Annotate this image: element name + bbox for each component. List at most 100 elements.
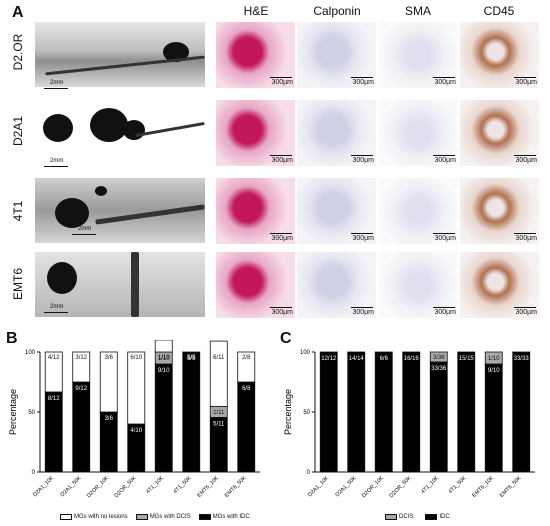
row-label-d2a1: D2A1	[11, 115, 25, 147]
column-header-calponin: Calponin	[313, 4, 361, 18]
chart-b-top-label: 4/12	[48, 355, 60, 361]
chart-b-category-label: 4T1_10K	[145, 475, 165, 495]
chart-b-bar-mgs-with-no-lesions	[209, 340, 228, 407]
chart-b-data-label: 6/8	[242, 386, 251, 392]
tile-scale-label: 300µm	[271, 235, 293, 242]
chart-c-y-tick-label: 0	[307, 470, 311, 476]
chart-b-bar-mgs-with-idc	[182, 351, 201, 473]
chart-b-top-label: 3/12	[75, 355, 87, 361]
tile-scale-label: 300µm	[434, 79, 456, 86]
chart-b-bar-mgs-with-idc	[154, 363, 173, 473]
tile-scale-bar	[270, 155, 292, 156]
scale-bar-d2a1	[44, 166, 68, 167]
whole-mount-d2or	[35, 22, 205, 87]
chart-c-category-label: EMT6_50K	[499, 475, 523, 499]
chart-c: 0 50 100 Percentage 12/12 D2A1_10K 14/14 D2A1_5…	[283, 350, 535, 499]
whole-mount-4t1	[35, 178, 205, 243]
chart-c-bar-idc	[457, 351, 476, 473]
tile-emt6-sma: 300µm	[379, 252, 458, 318]
scale-bar-d2or	[44, 88, 68, 89]
chart-b-y-axis-label: Percentage	[8, 389, 18, 435]
tile-scale-label: 300µm	[352, 79, 374, 86]
legend-swatch-dcis-b	[135, 514, 148, 520]
tile-scale-label: 300µm	[434, 309, 456, 316]
chart-c-bar-idc	[319, 351, 338, 473]
legend-swatch-no-lesions	[60, 514, 72, 520]
chart-c-bar-idc	[429, 361, 448, 473]
chart-b-data-label: 1/10	[158, 356, 170, 362]
tile-scale-bar	[351, 77, 373, 78]
chart-c-data-label: 12/12	[321, 356, 337, 362]
chart-b-data-label: 8/12	[48, 396, 60, 402]
chart-b-data-label: 9/10	[158, 368, 170, 374]
tile-d2a1-calponin: 300µm	[297, 100, 376, 166]
tile-scale-label: 300µm	[515, 79, 537, 86]
chart-b-category-label: D2OR_10K	[86, 475, 110, 499]
tile-d2a1-he: 300µm	[216, 100, 295, 166]
column-header-he: H&E	[243, 4, 269, 18]
tile-scale-bar	[433, 233, 455, 234]
chart-c-data-label: 15/15	[459, 356, 475, 362]
tile-scale-label: 300µm	[515, 309, 537, 316]
chart-b-bar-mgs-with-no-lesions	[99, 351, 118, 413]
chart-c-data-label: 33/33	[514, 356, 530, 362]
chart-b-data-label: 5/5	[187, 356, 196, 362]
tile-d2or-calponin: 300µm	[297, 22, 376, 88]
scale-text-emt6: 2mm	[50, 304, 64, 310]
chart-b-bar-mgs-with-no-lesions	[44, 351, 63, 393]
whole-mount-emt6	[35, 252, 205, 317]
tile-scale-bar	[270, 233, 292, 234]
tile-scale-label: 300µm	[515, 235, 537, 242]
chart-c-data-label: 3/36	[433, 355, 445, 361]
chart-c-data-label: 9/10	[488, 368, 500, 374]
chart-b: 0 50 100 Percentage 8/12 4/12 D2A1_10K 9/12 3/12…	[8, 340, 260, 499]
legend-swatch-dcis-c	[385, 514, 397, 520]
chart-b-y-tick-label: 50	[28, 410, 35, 416]
legend-label-dcis-c: DCIS	[399, 514, 414, 520]
tile-scale-label: 300µm	[434, 157, 456, 164]
column-header-sma: SMA	[404, 4, 431, 18]
tile-scale-label: 300µm	[515, 157, 537, 164]
chart-c-category-label: D2OR_50K	[389, 475, 413, 499]
tile-scale-bar	[270, 307, 292, 308]
chart-b-bar-mgs-with-idc	[237, 381, 256, 473]
scale-text-d2a1: 2mm	[50, 158, 64, 164]
chart-b-bar-mgs-with-no-lesions	[127, 351, 146, 425]
row-label-emt6: EMT6	[11, 268, 25, 301]
tile-scale-bar	[351, 307, 373, 308]
tile-emt6-he: 300µm	[216, 252, 295, 318]
legend-label-dcis-b: MGs with DCIS	[149, 514, 191, 520]
chart-c-bar-idc	[484, 363, 503, 473]
chart-b-bar-mgs-with-idc	[72, 381, 91, 473]
tile-scale-bar	[514, 307, 536, 308]
chart-b-category-label: D2OR_50K	[114, 475, 138, 499]
chart-b-top-label: 6/10	[130, 355, 142, 361]
chart-c-data-label: 1/10	[488, 356, 500, 362]
chart-c-bar-idc	[374, 351, 393, 473]
chart-c-category-label: 4T1_10K	[420, 475, 440, 495]
chart-b-data-label: 1/11	[213, 410, 225, 416]
tile-scale-label: 300µm	[434, 235, 456, 242]
tile-scale-label: 300µm	[352, 157, 374, 164]
tile-scale-label: 300µm	[271, 79, 293, 86]
tile-4t1-he: 300µm	[216, 178, 295, 244]
chart-c-category-label: D2A1_10K	[307, 475, 330, 498]
tile-4t1-cd45: 300µm	[460, 178, 539, 244]
chart-b-top-label: 1/10	[158, 355, 170, 361]
scale-bar-4t1	[72, 234, 96, 235]
tile-scale-bar	[514, 77, 536, 78]
chart-b-top-label: 6/11	[213, 355, 225, 361]
panel-c-letter: C	[280, 330, 292, 347]
chart-b-category-label: EMT6_50K	[224, 475, 248, 499]
legend-label-idc-c: IDC	[439, 514, 450, 520]
legend-label-idc-b: MGs with IDC	[212, 514, 250, 520]
tile-scale-label: 300µm	[352, 235, 374, 242]
chart-b-category-label: 4T1_50K	[173, 475, 193, 495]
chart-b-bar-mgs-with-idc	[44, 391, 63, 473]
tile-4t1-calponin: 300µm	[297, 178, 376, 244]
scale-bar-emt6	[44, 312, 68, 313]
tile-d2or-sma: 300µm	[379, 22, 458, 88]
chart-b-data-label: 3/6	[105, 416, 114, 422]
tile-scale-bar	[514, 155, 536, 156]
panel-a-letter: A	[12, 4, 24, 21]
